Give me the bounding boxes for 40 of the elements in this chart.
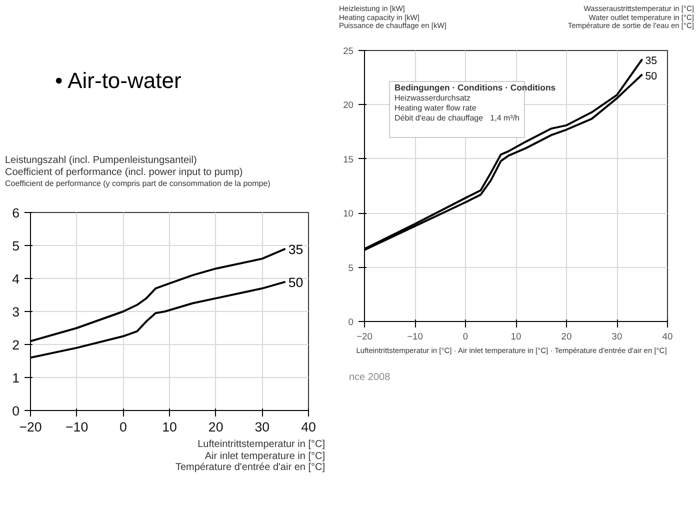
text: nce 2008 bbox=[349, 371, 390, 385]
y-tick-label: 5 bbox=[12, 238, 20, 254]
annotation: Heating water flow rate bbox=[394, 104, 477, 112]
x-axis-title: Lufteintrittstemperatur in [°C] Air inlet temperature in [°C] Température d'entrée d'air en [°C] bbox=[175, 439, 325, 473]
annotation: Heizwasserdurchsatz bbox=[394, 94, 471, 102]
series-label: 50 bbox=[288, 274, 304, 290]
y-tick-label: 10 bbox=[343, 208, 354, 219]
x-tick-label: 0 bbox=[462, 332, 468, 342]
x-tick-label: 40 bbox=[662, 332, 673, 342]
y-tick-label: 3 bbox=[12, 304, 20, 320]
y-tick-label: 0 bbox=[12, 404, 20, 418]
annotation: Bedingungen · Conditions · Conditions bbox=[394, 82, 556, 92]
annotation: Débit d'eau de chauffage bbox=[394, 114, 484, 122]
y-tick-label: 20 bbox=[343, 100, 354, 110]
x-tick-label: 0 bbox=[119, 420, 127, 434]
text: • Air-to-water bbox=[55, 67, 182, 95]
x-tick-label: 30 bbox=[254, 420, 270, 434]
x-tick-label: −20 bbox=[356, 332, 372, 342]
y-tick-label: 4 bbox=[12, 272, 20, 286]
x-tick-label: 10 bbox=[510, 332, 522, 342]
x-tick-label: −10 bbox=[407, 332, 423, 342]
y-tick-label: 1 bbox=[12, 370, 20, 386]
x-tick-label: 20 bbox=[561, 332, 572, 342]
x-tick-label: 10 bbox=[162, 420, 177, 434]
y-tick-label: 0 bbox=[348, 317, 354, 327]
series-label: 35 bbox=[288, 242, 304, 257]
y-tick-label: 15 bbox=[343, 154, 354, 164]
annotation: 1,4 m³/h bbox=[490, 114, 520, 122]
x-tick-label: 30 bbox=[612, 332, 622, 342]
y-tick-label: 2 bbox=[12, 338, 20, 352]
x-tick-label: −10 bbox=[66, 420, 88, 434]
y-axis-title: Leistungszahl (incl. Pumpenleistungsanteil) Coefficient of performance (incl. power input to pump) Coefficient de performance (y compris part de consommation de la pompe) bbox=[5, 155, 270, 188]
x-tick-label: −20 bbox=[19, 420, 42, 434]
series-label: 50 bbox=[645, 70, 658, 82]
y-tick-label: 25 bbox=[343, 46, 354, 56]
x-tick-label: 20 bbox=[208, 420, 224, 434]
series-label: 35 bbox=[645, 55, 658, 68]
x-tick-label: 40 bbox=[301, 420, 316, 434]
y-tick-label: 5 bbox=[348, 262, 354, 273]
y-tick-label: 6 bbox=[12, 206, 20, 220]
